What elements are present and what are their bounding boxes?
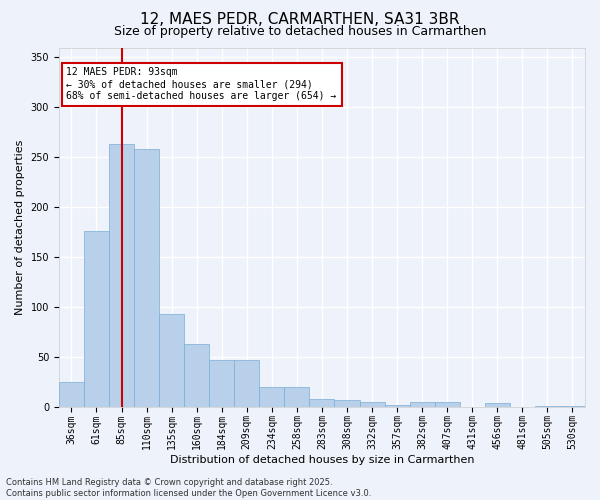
Y-axis label: Number of detached properties: Number of detached properties <box>15 140 25 314</box>
Bar <box>159 314 184 406</box>
Bar <box>259 386 284 406</box>
Text: Size of property relative to detached houses in Carmarthen: Size of property relative to detached ho… <box>114 25 486 38</box>
Bar <box>410 402 434 406</box>
Bar <box>184 344 209 406</box>
Bar <box>134 149 159 406</box>
Bar <box>109 144 134 406</box>
Bar <box>284 386 310 406</box>
Bar <box>334 400 359 406</box>
Text: 12 MAES PEDR: 93sqm
← 30% of detached houses are smaller (294)
68% of semi-detac: 12 MAES PEDR: 93sqm ← 30% of detached ho… <box>67 68 337 100</box>
Bar <box>485 402 510 406</box>
Bar <box>385 404 410 406</box>
Bar <box>234 360 259 406</box>
Bar <box>59 382 84 406</box>
Bar <box>84 231 109 406</box>
Text: 12, MAES PEDR, CARMARTHEN, SA31 3BR: 12, MAES PEDR, CARMARTHEN, SA31 3BR <box>140 12 460 28</box>
Bar <box>209 360 234 406</box>
X-axis label: Distribution of detached houses by size in Carmarthen: Distribution of detached houses by size … <box>170 455 474 465</box>
Bar <box>359 402 385 406</box>
Text: Contains HM Land Registry data © Crown copyright and database right 2025.
Contai: Contains HM Land Registry data © Crown c… <box>6 478 371 498</box>
Bar <box>434 402 460 406</box>
Bar <box>310 398 334 406</box>
